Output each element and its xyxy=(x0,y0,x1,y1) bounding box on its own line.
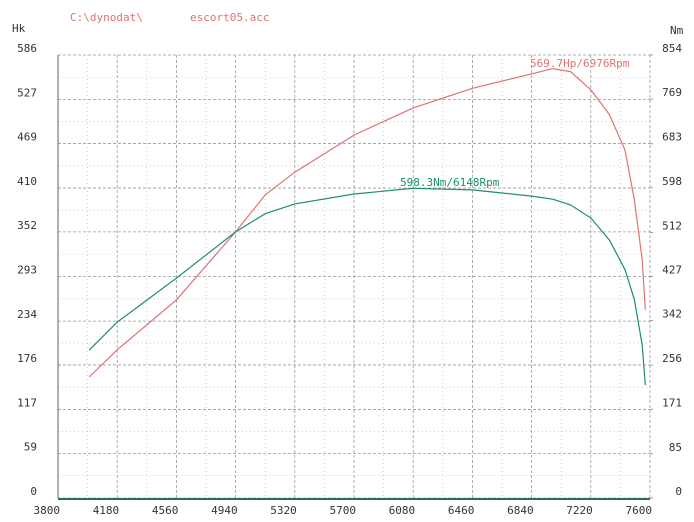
y2-tick-label: 598 xyxy=(662,175,682,188)
y-tick-label: 352 xyxy=(17,219,37,232)
x-tick-label: 5320 xyxy=(270,504,297,517)
y2-tick-label: 683 xyxy=(662,131,682,144)
path-label: C:\dynodat\ xyxy=(70,11,143,24)
y2-tick-label: 342 xyxy=(662,308,682,321)
y2-tick-label: 427 xyxy=(662,264,682,277)
y2-tick-label: 171 xyxy=(662,396,682,409)
y2-axis-label: Nm xyxy=(670,24,684,37)
y2-tick-label: 85 xyxy=(669,441,682,454)
y-tick-label: 586 xyxy=(17,42,37,55)
y-tick-label: 469 xyxy=(17,130,37,143)
x-tick-label: 4940 xyxy=(211,504,238,517)
x-tick-label: 7600 xyxy=(626,504,653,517)
y-tick-label: 293 xyxy=(17,264,37,277)
y-tick-label: 59 xyxy=(24,440,37,453)
series-line xyxy=(88,67,646,378)
series-line xyxy=(88,187,646,385)
x-tick-label: 3800 xyxy=(34,504,61,517)
x-tick-label: 4560 xyxy=(152,504,179,517)
peak-annotation: 598.3Nm/6148Rpm xyxy=(400,176,500,189)
y2-tick-label: 512 xyxy=(662,219,682,232)
y-tick-label: 0 xyxy=(30,485,37,498)
y2-tick-label: 256 xyxy=(662,352,682,365)
x-tick-label: 7220 xyxy=(566,504,593,517)
y-tick-label: 117 xyxy=(17,397,37,410)
y-axis-label: Hk xyxy=(12,22,26,35)
y-tick-label: 176 xyxy=(17,352,37,365)
y-tick-label: 234 xyxy=(17,308,37,321)
x-tick-label: 6460 xyxy=(448,504,475,517)
x-tick-label: 6840 xyxy=(507,504,534,517)
peak-annotation: 569.7Hp/6976Rpm xyxy=(530,57,630,70)
y-tick-label: 527 xyxy=(17,87,37,100)
x-tick-label: 4180 xyxy=(93,504,120,517)
x-tick-label: 6080 xyxy=(389,504,416,517)
y-tick-label: 410 xyxy=(17,175,37,188)
y2-tick-label: 0 xyxy=(675,485,682,498)
y2-tick-label: 854 xyxy=(662,42,682,55)
file-label: escort05.acc xyxy=(190,11,269,24)
y2-tick-label: 769 xyxy=(662,86,682,99)
x-tick-label: 5700 xyxy=(330,504,357,517)
